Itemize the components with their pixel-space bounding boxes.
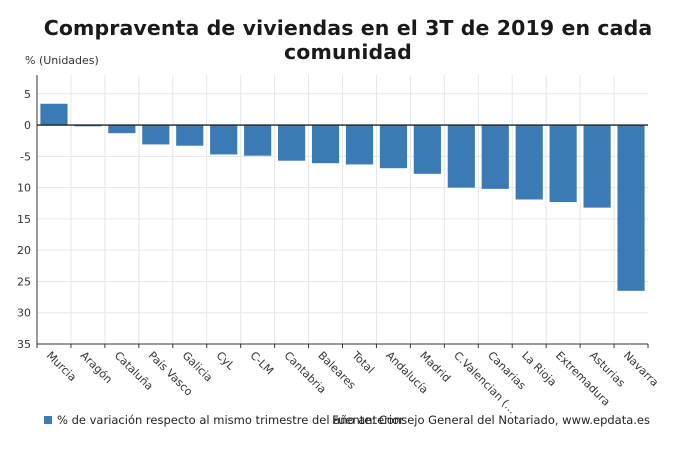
- axes: [36, 75, 649, 348]
- x-tick-label: Total: [349, 348, 377, 376]
- x-tick-label: Murcia: [44, 349, 79, 384]
- y-unit-label: % (Unidades): [25, 54, 99, 67]
- y-tick-label: 35: [17, 338, 31, 351]
- bar: [108, 125, 136, 134]
- bar: [176, 125, 204, 146]
- bar: [345, 125, 374, 165]
- bar: [244, 125, 272, 156]
- x-tick-label: C.Valencian (...: [451, 349, 519, 417]
- x-tick-label: CyL: [214, 349, 238, 373]
- bar: [515, 125, 543, 200]
- chart-title: Compraventa de viviendas en el 3T de 201…: [43, 16, 653, 64]
- legend: % de variación respecto al mismo trimest…: [44, 413, 404, 427]
- bar: [549, 125, 577, 202]
- bar: [617, 125, 645, 291]
- bar: [278, 125, 306, 161]
- bar: [481, 125, 509, 189]
- x-tick-label: C-LM: [248, 349, 276, 377]
- bar: [583, 125, 611, 208]
- y-tick-label: 5: [24, 88, 31, 101]
- y-tick-label: 15: [17, 213, 31, 226]
- bar: [210, 125, 238, 155]
- bars: [40, 103, 645, 291]
- y-tick-label: 25: [17, 275, 31, 288]
- bar: [311, 125, 340, 164]
- bar: [379, 125, 407, 169]
- y-tick-label: 0: [24, 119, 31, 132]
- bar: [447, 125, 475, 188]
- bar: [142, 125, 170, 145]
- gridlines: [37, 75, 648, 345]
- x-tick-label: Aragón: [78, 349, 115, 386]
- legend-swatch: [44, 416, 52, 424]
- bar: [40, 103, 68, 126]
- legend-label: % de variación respecto al mismo trimest…: [57, 413, 404, 427]
- tick-labels: 50-5101520253035MurciaAragónCataluñaPaís…: [17, 54, 661, 416]
- y-tick-label: -5: [20, 150, 31, 163]
- x-tick-label: Navarra: [621, 349, 661, 389]
- y-tick-label: 10: [17, 182, 31, 195]
- source-note: Fuente: Consejo General del Notariado, w…: [332, 413, 650, 427]
- y-tick-label: 20: [17, 244, 31, 257]
- bar: [413, 125, 441, 174]
- y-tick-label: 30: [17, 307, 31, 320]
